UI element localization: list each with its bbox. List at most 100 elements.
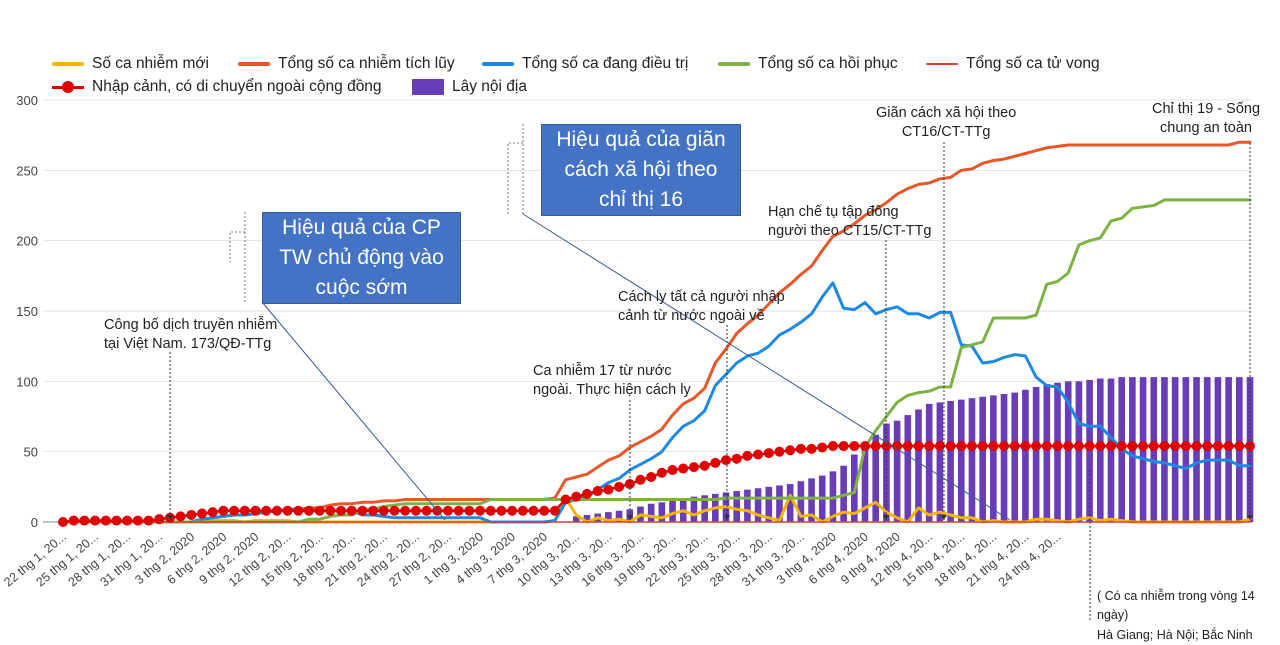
legend-label: Tổng số ca nhiễm tích lũy [278,55,455,72]
bar-lay-noi-dia [647,503,655,522]
series-marker-point [656,467,667,478]
legend-swatch [52,62,84,66]
legend-label: Số ca nhiễm mới [92,55,209,72]
series-marker-point [571,491,582,502]
bar-lay-noi-dia [765,486,773,522]
series-marker-point [646,471,657,482]
series-marker-point [229,505,240,516]
legend-item-recovered[interactable]: Tổng số ca hồi phục [718,55,898,73]
series-marker-point [1212,441,1223,452]
callout-connector [522,213,1011,521]
legend-swatch [412,79,444,95]
series-marker-point [1180,441,1191,452]
series-marker-point [977,441,988,452]
legend-item-imported[interactable]: Nhập cảnh, có di chuyển ngoài cộng đồng [52,78,382,96]
marker-series [58,441,1255,527]
annotation-lines [167,124,1253,620]
series-marker-point [282,505,293,516]
series-marker-point [945,441,956,452]
series-marker-point [1041,441,1052,452]
bar-lay-noi-dia [957,399,965,522]
legend-label: Tổng số ca đang điều trị [522,55,689,72]
bar-lay-noi-dia [797,481,805,522]
series-marker-point [999,441,1010,452]
annotation-line: tại Việt Nam. 173/QĐ-TTg [104,335,272,352]
annotation-announce: Công bố dịch truyền nhiễm tại Việt Nam. … [104,316,277,354]
bar-lay-noi-dia [1011,392,1019,522]
series-marker-point [806,443,817,454]
legend-item-domestic[interactable]: Lây nội địa [412,78,527,96]
bar-lay-noi-dia [1054,382,1061,522]
series-marker-point [175,511,186,522]
series-marker-point [774,446,785,457]
y-tick-label: 300 [16,93,38,108]
annotation-line: cảnh từ nước ngoài về [618,307,765,324]
series-marker-point [721,455,732,466]
annotation-line: Hạn chế tụ tập đông [768,204,899,220]
callout-line: cách xã hội theo [564,158,718,182]
series-marker-point [1191,441,1202,452]
legend-item-deaths[interactable]: Tổng số ca tử vong [926,55,1100,73]
legend-item-cumulative[interactable]: Tổng số ca nhiễm tích lũy [238,55,455,73]
annotation-ct16: Giãn cách xã hội theo CT16/CT-TTg [876,104,1016,142]
annotation-arrowhead [941,515,947,520]
bar-lay-noi-dia [744,489,751,522]
series-marker-point [934,441,945,452]
series-marker-point [90,515,101,526]
series-marker-point [1148,441,1159,452]
series-marker-point [186,509,197,520]
footnote: ( Có ca nhiễm trong vòng 14 ngày) Hà Gia… [1097,587,1280,645]
series-marker-point [966,441,977,452]
callout-line: chỉ thị 16 [598,187,684,211]
series-marker-point [378,505,389,516]
annotation-line: Chỉ thị 19 - Sống [1152,101,1261,117]
x-axis-ticks: 22 thg 1, 20...25 thg 1, 20...28 thg 1, … [1,530,1063,590]
series-marker-point [261,505,272,516]
bar-lay-noi-dia [572,516,580,522]
series-marker-point [464,505,475,516]
bar-lay-noi-dia [1064,381,1072,522]
series-marker-point [860,441,871,452]
series-marker-point [325,505,336,516]
series-marker-point [1095,441,1106,452]
series-marker-point [603,484,614,495]
series-marker-point [1127,441,1138,452]
series-marker-point [58,517,68,527]
annotation-line: người theo CT15/CT-TTg [768,222,932,239]
series-marker-point [111,515,122,526]
series-marker-point [453,505,464,516]
legend-label: Lây nội địa [452,78,527,95]
bar-lay-noi-dia [615,510,623,522]
callout-line: cuộc sớm [315,275,408,299]
annotation-quarantine: Cách ly tất cả người nhập cảnh từ nước n… [618,288,785,326]
legend-item-new-cases[interactable]: Số ca nhiễm mới [52,55,209,73]
series-marker-point [357,505,368,516]
series-marker-point [1159,441,1170,452]
legend-label: Tổng số ca tử vong [966,55,1100,72]
y-tick-label: 50 [24,445,38,460]
bar-lay-noi-dia [690,496,698,522]
series-marker-point [528,505,539,516]
bar-lay-noi-dia [936,402,944,522]
annotation-case17: Ca nhiễm 17 từ nước ngoài. Thực hiện các… [533,362,691,400]
series-marker-point [592,486,603,497]
series-marker-point [549,505,560,516]
series-marker-point [678,463,689,474]
bar-lay-noi-dia [658,502,666,522]
bar-lay-noi-dia [808,478,815,522]
series-marker-point [614,481,625,492]
series-marker-point [517,505,528,516]
legend-item-active[interactable]: Tổng số ca đang điều trị [482,55,688,73]
bar-lay-noi-dia [968,398,976,522]
series-marker-point [79,515,90,526]
legend-swatch [718,62,750,66]
series-marker-point [902,441,913,452]
annotation-arrowhead [627,515,633,520]
series-marker-point [539,505,550,516]
series-marker-point [913,441,924,452]
series-marker-point [988,441,999,452]
series-marker-point [1052,441,1063,452]
series-marker-point [1223,441,1234,452]
annotation-line: CT16/CT-TTg [901,123,991,140]
bar-lay-noi-dia [605,512,612,522]
